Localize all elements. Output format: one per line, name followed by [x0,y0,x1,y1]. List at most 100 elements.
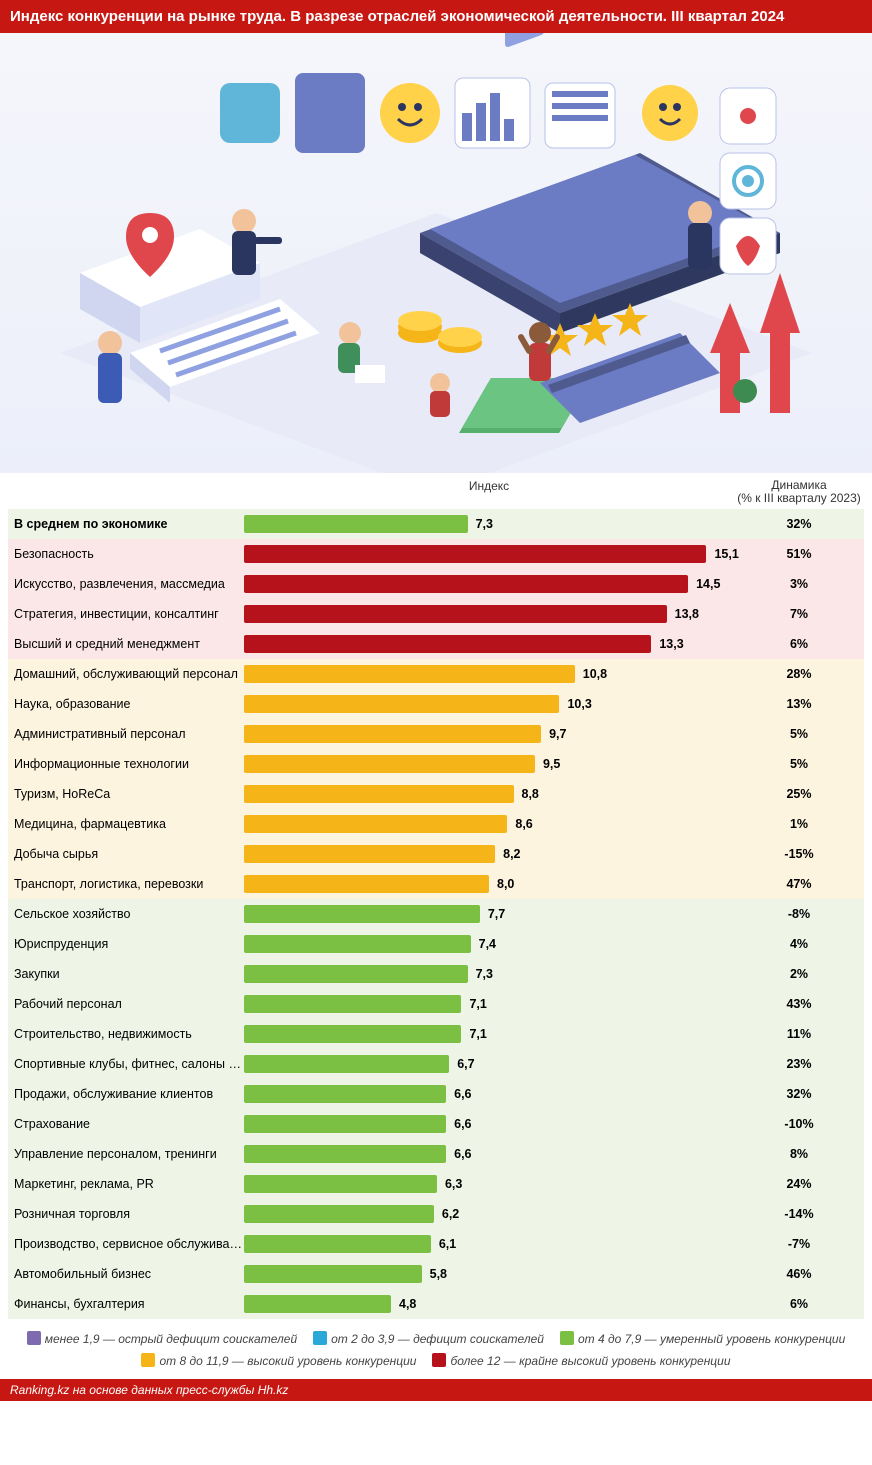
row-label: Высший и средний менеджмент [8,637,244,651]
table-row: Розничная торговля6,2-14% [8,1199,864,1229]
bar [244,1115,446,1133]
bar-value: 5,8 [430,1267,447,1281]
table-row: Страхование6,6-10% [8,1109,864,1139]
row-label: Автомобильный бизнес [8,1267,244,1281]
row-label: В среднем по экономике [8,517,244,531]
bar [244,965,468,983]
bar-cell: 8,0 [244,869,734,899]
bar-cell: 6,6 [244,1139,734,1169]
bar-cell: 14,5 [244,569,734,599]
row-label: Маркетинг, реклама, PR [8,1177,244,1191]
dynamics-value: 28% [734,667,864,681]
table-row: Финансы, бухгалтерия4,86% [8,1289,864,1319]
table-row: В среднем по экономике7,332% [8,509,864,539]
bar-cell: 6,7 [244,1049,734,1079]
legend-text: более 12 — крайне высокий уровень конкур… [450,1354,730,1368]
row-label: Добыча сырья [8,847,244,861]
dynamics-value: 47% [734,877,864,891]
dynamics-value: 2% [734,967,864,981]
row-label: Продажи, обслуживание клиентов [8,1087,244,1101]
row-label: Медицина, фармацевтика [8,817,244,831]
row-label: Домашний, обслуживающий персонал [8,667,244,681]
table-row: Автомобильный бизнес 5,8 46% [8,1259,864,1289]
bar-value: 6,1 [439,1237,456,1251]
row-label: Розничная торговля [8,1207,244,1221]
bar [244,1295,391,1313]
dynamics-value: -15% [734,847,864,861]
bar-value: 7,7 [488,907,505,921]
bar [244,605,667,623]
legend-item: от 4 до 7,9 — умеренный уровень конкурен… [560,1329,845,1351]
table-row: Производство, сервисное обслуживание 6,1 -… [8,1229,864,1259]
dynamics-value: 32% [734,1087,864,1101]
bar [244,1235,431,1253]
bar [244,815,507,833]
bar [244,515,468,533]
row-label: Юриспруденция [8,937,244,951]
table-row: Сельское хозяйство7,7-8% [8,899,864,929]
table-row: Строительство, недвижимость7,111% [8,1019,864,1049]
row-label: Информационные технологии [8,757,244,771]
dynamics-value: 25% [734,787,864,801]
bar [244,905,480,923]
bar-cell: 10,3 [244,689,734,719]
bar-cell: 7,3 [244,509,734,539]
legend-item: более 12 — крайне высокий уровень конкур… [432,1351,730,1373]
bar-cell: 7,4 [244,929,734,959]
bar [244,575,688,593]
dynamics-value: 4% [734,937,864,951]
table-row: Высший и средний менеджмент13,36% [8,629,864,659]
bar-cell: 9,7 [244,719,734,749]
dynamics-value: 43% [734,997,864,1011]
legend-swatch [560,1331,574,1345]
bar [244,1055,449,1073]
bar-value: 7,3 [476,967,493,981]
table-row: Искусство, развлечения, массмедиа14,53% [8,569,864,599]
table-row: Транспорт, логистика, перевозки8,047% [8,869,864,899]
dynamics-value: 13% [734,697,864,711]
bar [244,1085,446,1103]
bar-value: 8,2 [503,847,520,861]
row-label: Искусство, развлечения, массмедиа [8,577,244,591]
bar-value: 6,6 [454,1147,471,1161]
table-row: Юриспруденция7,44% [8,929,864,959]
bar [244,785,514,803]
bar-cell: 7,7 [244,899,734,929]
bar-cell: 6,6 [244,1109,734,1139]
dynamics-value: 3% [734,577,864,591]
row-label: Страхование [8,1117,244,1131]
row-label: Стратегия, инвестиции, консалтинг [8,607,244,621]
bar-cell: 8,2 [244,839,734,869]
table-row: Медицина, фармацевтика 8,6 1% [8,809,864,839]
dynamics-value: 6% [734,1297,864,1311]
legend-swatch [27,1331,41,1345]
table-row: Административный персонал9,75% [8,719,864,749]
table-row: Добыча сырья 8,2 -15% [8,839,864,869]
bar-cell: 5,8 [244,1259,734,1289]
bar-value: 8,0 [497,877,514,891]
legend-text: от 2 до 3,9 — дефицит соискателей [331,1332,544,1346]
legend-swatch [432,1353,446,1367]
bar-cell: 8,6 [244,809,734,839]
bar-value: 8,6 [515,817,532,831]
table-row: Закупки7,32% [8,959,864,989]
bar-value: 6,6 [454,1087,471,1101]
dynamics-value: -7% [734,1237,864,1251]
bar-value: 7,3 [476,517,493,531]
bar-value: 13,8 [675,607,699,621]
bar [244,635,651,653]
table-row: Маркетинг, реклама, PR6,324% [8,1169,864,1199]
col-header-index: Индекс [244,479,734,505]
bar [244,995,461,1013]
bar [244,1175,437,1193]
bar [244,845,495,863]
table-row: Информационные технологии9,55% [8,749,864,779]
bar [244,665,575,683]
table-row: Спортивные клубы, фитнес, салоны красоты… [8,1049,864,1079]
row-label: Производство, сервисное обслуживание [8,1237,244,1251]
dynamics-value: 46% [734,1267,864,1281]
bar [244,1265,422,1283]
bar [244,1025,461,1043]
bar [244,695,559,713]
dynamics-value: 1% [734,817,864,831]
